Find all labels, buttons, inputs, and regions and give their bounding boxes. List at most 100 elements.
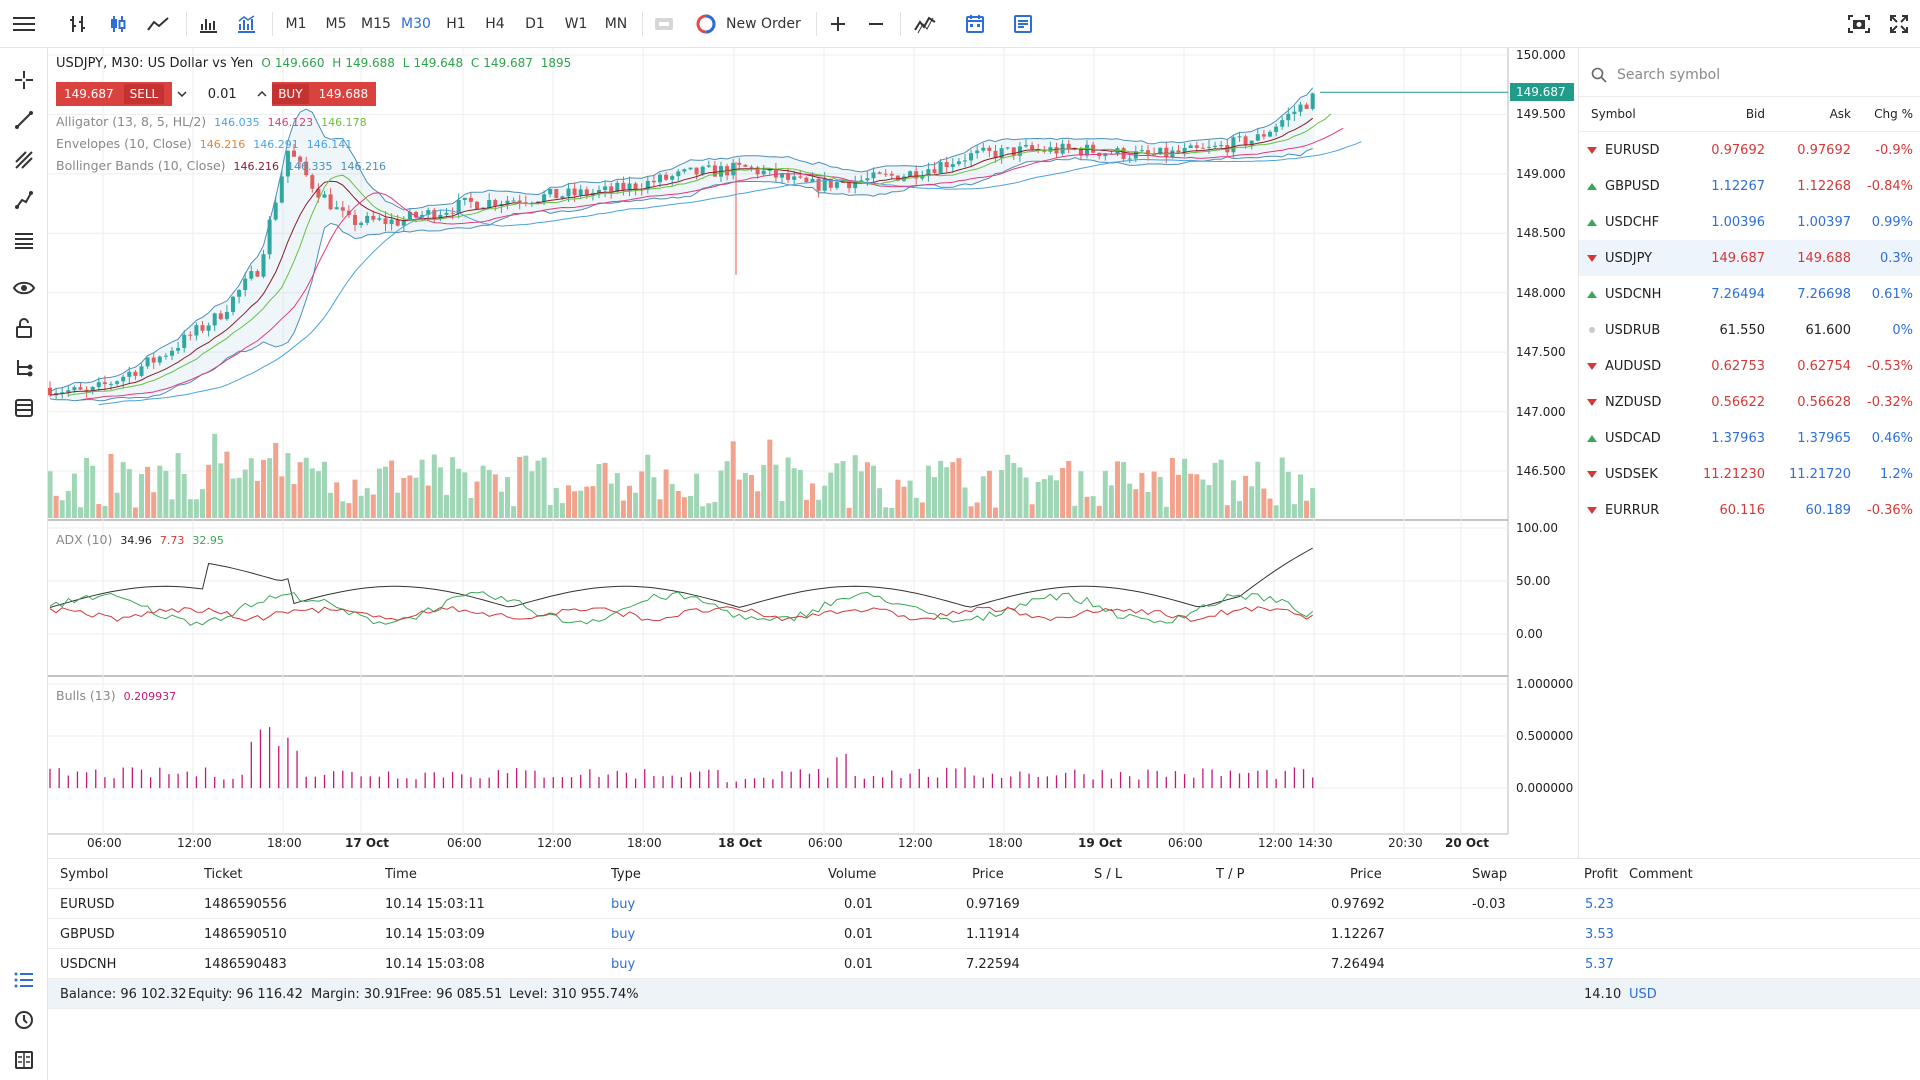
adx-axis-label: 100.00 — [1516, 521, 1558, 535]
volume-bar — [413, 477, 419, 518]
one-click-trading-icon[interactable] — [650, 8, 678, 40]
col-symbol[interactable]: Symbol — [60, 867, 109, 882]
zoom-in-icon[interactable] — [824, 8, 852, 40]
volume-decrease-icon[interactable] — [172, 82, 192, 106]
price-chart-canvas[interactable] — [48, 48, 1510, 858]
header-bid[interactable]: Bid — [1745, 107, 1765, 121]
timeframe-h1[interactable]: H1 — [446, 16, 466, 32]
new-order-button[interactable]: New Order — [696, 8, 816, 40]
history-icon[interactable] — [12, 1008, 36, 1032]
bar-chart-type-icon[interactable] — [64, 8, 92, 40]
timeframe-m30[interactable]: M30 — [401, 16, 431, 32]
watch-header: Symbol Bid Ask Chg % — [1579, 96, 1920, 132]
col-sl[interactable]: S / L — [1094, 867, 1123, 882]
alligator-legend[interactable]: Alligator (13, 8, 5, HL/2) 146.035 146.1… — [56, 114, 371, 129]
search-input[interactable] — [1617, 67, 1897, 83]
volume-bar — [517, 456, 523, 518]
volume-bar — [767, 439, 773, 518]
envelopes-legend[interactable]: Envelopes (10, Close) 146.216 146.291 14… — [56, 136, 356, 151]
buy-button[interactable]: BUY 149.688 — [272, 82, 377, 106]
arrow-down-icon — [1587, 506, 1597, 514]
watch-row[interactable]: USDCNH 7.26494 7.26698 0.61% — [1579, 276, 1920, 312]
candle-body — [1304, 104, 1309, 109]
screenshot-icon[interactable] — [1844, 8, 1874, 40]
watch-row[interactable]: GBPUSD 1.12267 1.12268 -0.84% — [1579, 168, 1920, 204]
watch-row[interactable]: EURRUR 60.116 60.189 -0.36% — [1579, 492, 1920, 528]
candle-body — [908, 171, 913, 177]
timeframe-d1[interactable]: D1 — [525, 16, 545, 32]
object-tree-icon[interactable] — [12, 356, 36, 380]
volume-bar — [895, 479, 901, 518]
eye-icon[interactable] — [12, 276, 36, 300]
indicators-bars-icon[interactable] — [232, 8, 260, 40]
polyline-icon[interactable] — [12, 188, 36, 212]
zoom-out-icon[interactable] — [862, 8, 890, 40]
timeframe-h4[interactable]: H4 — [485, 16, 505, 32]
trade-row[interactable]: GBPUSD 1486590510 10.14 15:03:09 buy 0.01 1.1… — [48, 919, 1920, 949]
channel-icon[interactable] — [12, 148, 36, 172]
header-symbol[interactable]: Symbol — [1591, 107, 1636, 121]
timeframe-mn[interactable]: MN — [604, 16, 628, 32]
watch-row[interactable]: USDRUB 61.550 61.600 0% — [1579, 312, 1920, 348]
volume-bars-icon[interactable] — [194, 8, 222, 40]
candle-body — [1066, 143, 1071, 149]
candle-body — [743, 164, 748, 167]
symbol-search[interactable] — [1591, 60, 1911, 90]
timeframe-w1[interactable]: W1 — [564, 16, 588, 32]
volume-input[interactable]: 0.01 — [207, 86, 237, 102]
candle-body — [792, 176, 797, 180]
col-price[interactable]: Price — [972, 867, 1004, 882]
col-profit[interactable]: Profit — [1584, 867, 1618, 882]
menu-icon[interactable] — [10, 8, 38, 40]
sell-button[interactable]: 149.687 SELL — [56, 82, 173, 106]
journal-icon[interactable] — [12, 1048, 36, 1072]
col-swap[interactable]: Swap — [1472, 867, 1508, 882]
lock-icon[interactable] — [12, 316, 36, 340]
col-time[interactable]: Time — [385, 867, 417, 882]
indicators-icon[interactable] — [910, 8, 940, 40]
watch-row[interactable]: USDCHF 1.00396 1.00397 0.99% — [1579, 204, 1920, 240]
header-chg[interactable]: Chg % — [1874, 107, 1913, 121]
timeframe-m15[interactable]: M15 — [361, 16, 391, 32]
trade-row[interactable]: EURUSD 1486590556 10.14 15:03:11 buy 0.01 0.9… — [48, 889, 1920, 919]
col-type[interactable]: Type — [611, 867, 641, 882]
watch-row[interactable]: NZDUSD 0.56622 0.56628 -0.32% — [1579, 384, 1920, 420]
calendar-icon[interactable] — [960, 8, 990, 40]
volume-bar — [407, 475, 413, 518]
fibonacci-icon[interactable] — [12, 228, 36, 252]
line-chart-type-icon[interactable] — [144, 8, 172, 40]
watch-row[interactable]: USDCAD 1.37963 1.37965 0.46% — [1579, 420, 1920, 456]
bollinger-legend[interactable]: Bollinger Bands (10, Close) 146.216 146.… — [56, 158, 390, 173]
bulls-legend[interactable]: Bulls (13) 0.209937 — [56, 688, 180, 703]
col-volume[interactable]: Volume — [828, 867, 877, 882]
header-ask[interactable]: Ask — [1829, 107, 1851, 121]
volume-increase-icon[interactable] — [252, 82, 272, 106]
watch-row[interactable]: USDSEK 11.21230 11.21720 1.2% — [1579, 456, 1920, 492]
watch-row[interactable]: AUDUSD 0.62753 0.62754 -0.53% — [1579, 348, 1920, 384]
adx-legend[interactable]: ADX (10) 34.96 7.73 32.95 — [56, 532, 228, 547]
bulls-axis-label: 0.000000 — [1516, 781, 1574, 795]
trade-row[interactable]: USDCNH 1486590483 10.14 15:03:08 buy 0.01 7.2… — [48, 949, 1920, 979]
volume-bar — [566, 485, 571, 518]
col-tp[interactable]: T / P — [1216, 867, 1245, 882]
trade-list-icon[interactable] — [12, 968, 36, 992]
timeframe-m1[interactable]: M1 — [285, 16, 307, 32]
crosshair-icon[interactable] — [12, 68, 36, 92]
col-comment[interactable]: Comment — [1629, 867, 1693, 882]
candle-body — [737, 162, 742, 165]
candles-chart-type-icon[interactable] — [104, 8, 132, 40]
trend-line-icon[interactable] — [12, 108, 36, 132]
price-axis-label: 149.000 — [1516, 166, 1566, 181]
fullscreen-icon[interactable] — [1884, 8, 1914, 40]
watch-row[interactable]: EURUSD 0.97692 0.97692 -0.9% — [1579, 132, 1920, 168]
col-price-current[interactable]: Price — [1350, 867, 1382, 882]
watch-row[interactable]: USDJPY 149.687 149.688 0.3% — [1579, 240, 1920, 276]
candle-body — [1139, 150, 1144, 152]
timeframe-m5[interactable]: M5 — [325, 16, 347, 32]
ask-price: 0.62754 — [1797, 358, 1851, 374]
news-icon[interactable] — [1008, 8, 1038, 40]
chart-area[interactable]: USDJPY, M30: US Dollar vs Yen O 149.660 H… — [48, 48, 1510, 858]
col-ticket[interactable]: Ticket — [204, 867, 243, 882]
layers-icon[interactable] — [12, 396, 36, 420]
volume-bar — [1145, 491, 1151, 518]
